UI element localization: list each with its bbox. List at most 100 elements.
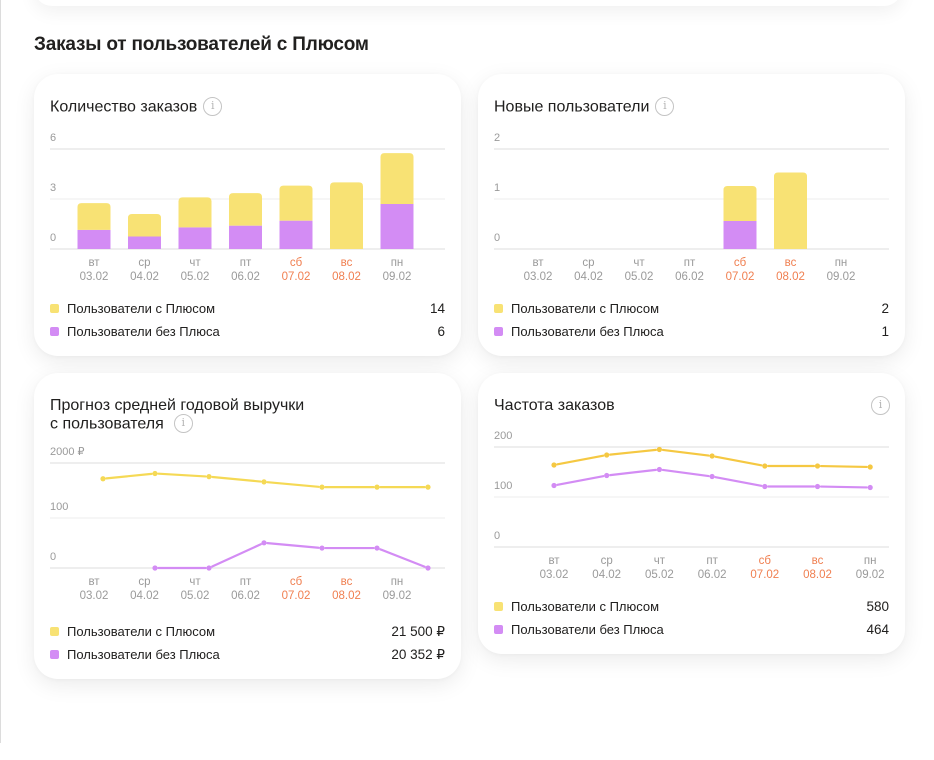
card-title: Частота заказов (494, 397, 615, 415)
data-point (551, 482, 557, 489)
x-tick-dow: пт (706, 555, 718, 567)
new-users-chart: 0 1 2 вт 03.02 ср 04.02 чт 05.02 пт 06.02 сб 07.02 вс… (494, 132, 889, 283)
new-users-title: Новые пользователи (494, 98, 650, 116)
x-tick-dow: сб (290, 576, 303, 588)
x-tick-dow: чт (633, 257, 645, 269)
x-tick-dow: пт (240, 576, 252, 588)
revenue-legend: Пользователи с Плюсом 21 500 ₽ Пользоват… (50, 620, 445, 666)
data-point (709, 453, 715, 459)
x-tick-date: 03.02 (524, 271, 553, 283)
legend-dot-no-plus (494, 327, 503, 336)
new-users-legend: Пользователи с Плюсом 2 Пользователи без… (494, 297, 889, 343)
x-tick-date: 08.02 (803, 569, 832, 581)
x-tick-date: 03.02 (80, 590, 109, 602)
y-tick-label: 100 (494, 480, 512, 492)
legend-value: 21 500 ₽ (391, 623, 445, 639)
series-line-segment (609, 448, 658, 456)
data-point (656, 446, 662, 453)
frequency-chart: 0 100 200 вт 03.02 ср 04.02 чт 05.02 пт 06.02 сб 07.… (494, 430, 889, 581)
x-tick-date: 06.02 (231, 590, 260, 602)
orders-title: Количество заказов (50, 98, 198, 116)
x-tick-date: 06.02 (231, 271, 260, 283)
orders-card: Количество заказов i 0 3 6 вт 03.02 ср 04.02 чт 0… (34, 74, 461, 356)
x-tick-date: 07.02 (282, 590, 311, 602)
x-tick-date: 04.02 (574, 271, 603, 283)
legend-value: 1 (881, 324, 889, 339)
section-title: Заказы от пользователей с Плюсом (34, 34, 369, 55)
legend-value: 20 352 ₽ (391, 646, 445, 662)
series-line-segment (661, 448, 710, 457)
legend-value: 580 (866, 599, 889, 614)
data-point (867, 484, 873, 491)
y-tick-label: 100 (50, 501, 68, 513)
legend-item-no-plus: Пользователи без Плюса 6 (50, 320, 445, 343)
bar-segment (723, 221, 757, 249)
legend-item-plus: Пользователи с Плюсом 2 (494, 297, 889, 320)
bar-segment (229, 225, 262, 249)
legend-item-plus: Пользователи с Плюсом 580 (494, 595, 889, 618)
x-tick-dow: ср (582, 257, 594, 269)
info-icon[interactable]: i (871, 396, 890, 415)
y-tick-label: 0 (494, 232, 500, 244)
x-tick-dow: вс (812, 555, 824, 567)
data-point (604, 452, 610, 458)
revenue-chart: 0 100 2000 ₽ вт 03.02 ср 04.02 чт 05.02 пт 06.02 сб… (50, 446, 445, 602)
y-tick-label: 2000 ₽ (50, 446, 85, 458)
series-line-segment (211, 543, 262, 568)
series-line-segment (157, 472, 207, 478)
x-tick-dow: пн (835, 257, 848, 269)
bar-segment (128, 214, 161, 237)
legend-item-plus: Пользователи с Плюсом 14 (50, 297, 445, 320)
y-tick-label: 6 (50, 132, 56, 144)
legend-item-plus: Пользователи с Плюсом 21 500 ₽ (50, 620, 445, 643)
legend-value: 464 (866, 622, 889, 637)
data-point (206, 565, 212, 571)
x-tick-date: 09.02 (383, 271, 412, 283)
x-tick-dow: вт (88, 257, 100, 269)
data-point (319, 484, 325, 490)
series-line-segment (819, 485, 868, 489)
x-tick-date: 05.02 (625, 271, 654, 283)
bar-segment (380, 153, 414, 204)
data-point (319, 545, 325, 551)
x-tick-dow: ср (601, 555, 613, 567)
legend-item-no-plus: Пользователи без Плюса 1 (494, 320, 889, 343)
x-tick-dow: вс (341, 257, 353, 269)
data-point (100, 476, 106, 482)
series-line-segment (211, 475, 262, 483)
data-point (762, 463, 768, 469)
data-point (551, 462, 557, 468)
bar-segment (723, 186, 757, 221)
x-tick-date: 08.02 (332, 271, 361, 283)
data-point (425, 565, 431, 571)
orders-chart: 0 3 6 вт 03.02 ср 04.02 чт 05.02 пт 06.02 сб 07.02 вс… (50, 132, 445, 283)
data-point (604, 472, 610, 479)
series-line-segment (556, 454, 605, 466)
x-tick-date: 05.02 (181, 271, 210, 283)
x-tick-dow: сб (290, 257, 303, 269)
legend-label: Пользователи с Плюсом (511, 599, 660, 614)
x-tick-date: 06.02 (698, 569, 727, 581)
new-users-card: Новые пользователи i 0 1 2 вт 03.02 ср 04.02 чт 0… (478, 74, 905, 356)
info-icon[interactable]: i (173, 414, 193, 433)
legend-dot-plus (50, 304, 59, 313)
series-line-segment (266, 542, 320, 549)
series-line-segment (105, 472, 153, 480)
info-icon[interactable]: i (655, 97, 675, 116)
x-tick-date: 07.02 (726, 271, 755, 283)
x-tick-date: 07.02 (282, 271, 311, 283)
info-icon[interactable]: i (203, 97, 223, 116)
series-line-segment (556, 475, 605, 486)
revenue-title-line2: с пользователя (50, 415, 164, 433)
x-tick-dow: сб (734, 257, 747, 269)
y-tick-label: 0 (494, 530, 500, 542)
x-tick-date: 05.02 (645, 569, 674, 581)
x-tick-dow: вс (785, 257, 797, 269)
legend-label: Пользователи без Плюса (67, 324, 220, 339)
data-point (656, 466, 662, 473)
x-tick-date: 08.02 (332, 590, 361, 602)
bar-segment (178, 197, 212, 228)
data-point (261, 540, 267, 546)
y-tick-label: 200 (494, 430, 512, 442)
bar-segment (77, 203, 111, 230)
